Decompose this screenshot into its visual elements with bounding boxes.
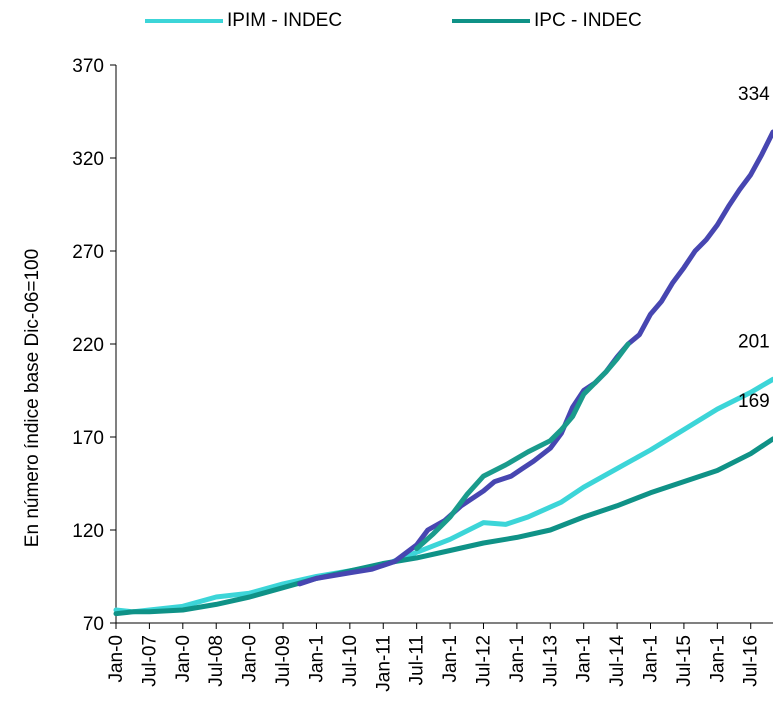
y-tick-label: 370 bbox=[72, 56, 104, 77]
series-line-1 bbox=[113, 436, 773, 617]
end-value-label-0: 201 bbox=[738, 331, 770, 352]
y-tick-label: 70 bbox=[83, 614, 104, 635]
y-tick-label: 220 bbox=[72, 335, 104, 356]
legend-label-ipc: IPC - INDEC bbox=[534, 10, 642, 31]
series-line-3 bbox=[414, 341, 631, 552]
end-value-label-2: 334 bbox=[738, 84, 770, 105]
y-tick-label: 120 bbox=[72, 521, 104, 542]
y-tick-label: 170 bbox=[72, 428, 104, 449]
legend-item-ipc: IPC - INDEC bbox=[452, 10, 642, 32]
x-tick-label: Jul-07 bbox=[139, 635, 160, 687]
x-tick-label: Jan-11 bbox=[373, 635, 394, 692]
x-tick-label: Jan-0 bbox=[173, 635, 194, 683]
legend-label-ipim: IPIM - INDEC bbox=[227, 10, 343, 31]
legend-item-ipim: IPIM - INDEC bbox=[145, 10, 342, 32]
chart-legend: IPIM - INDEC IPC - INDEC bbox=[0, 10, 773, 40]
chart-axes: 70 120 170 220 270 320 370 Jan-0 Jul-07 Jan-0 Jul-… bbox=[72, 56, 773, 692]
chart-series bbox=[113, 129, 773, 617]
x-tick-label: Jan-1 bbox=[707, 635, 728, 683]
x-tick-label: Jan-1 bbox=[507, 635, 528, 683]
y-tick-label: 320 bbox=[72, 149, 104, 170]
x-tick-label: Jul-09 bbox=[273, 635, 294, 687]
x-tick-label: Jul-12 bbox=[473, 635, 494, 687]
series-line-0 bbox=[113, 376, 773, 615]
series-line-2 bbox=[297, 129, 773, 587]
x-tick-label: Jan-0 bbox=[106, 635, 127, 683]
x-tick-label: Jan-1 bbox=[641, 635, 662, 683]
x-tick-label: Jan-1 bbox=[306, 635, 327, 683]
y-axis-label: En número índice base Dic-06=100 bbox=[22, 248, 43, 548]
x-tick-label: Jan-1 bbox=[440, 635, 461, 683]
x-tick-label: Jul-15 bbox=[674, 635, 695, 687]
x-tick-label: Jan-1 bbox=[574, 635, 595, 683]
x-tick-label: Jul-11 bbox=[407, 635, 428, 685]
x-tick-label: Jul-16 bbox=[741, 635, 762, 687]
x-tick-label: Jul-10 bbox=[340, 635, 361, 687]
y-tick-label: 270 bbox=[72, 242, 104, 263]
x-tick-label: Jul-13 bbox=[540, 635, 561, 687]
legend-swatch-ipim bbox=[145, 19, 223, 23]
x-tick-label: Jul-14 bbox=[607, 635, 628, 687]
x-tick-label: Jul-08 bbox=[206, 635, 227, 687]
end-value-label-1: 169 bbox=[738, 391, 770, 412]
x-tick-label: Jan-0 bbox=[240, 635, 261, 683]
chart-labels: 201 169 334 bbox=[738, 84, 770, 412]
legend-swatch-ipc bbox=[452, 19, 530, 23]
